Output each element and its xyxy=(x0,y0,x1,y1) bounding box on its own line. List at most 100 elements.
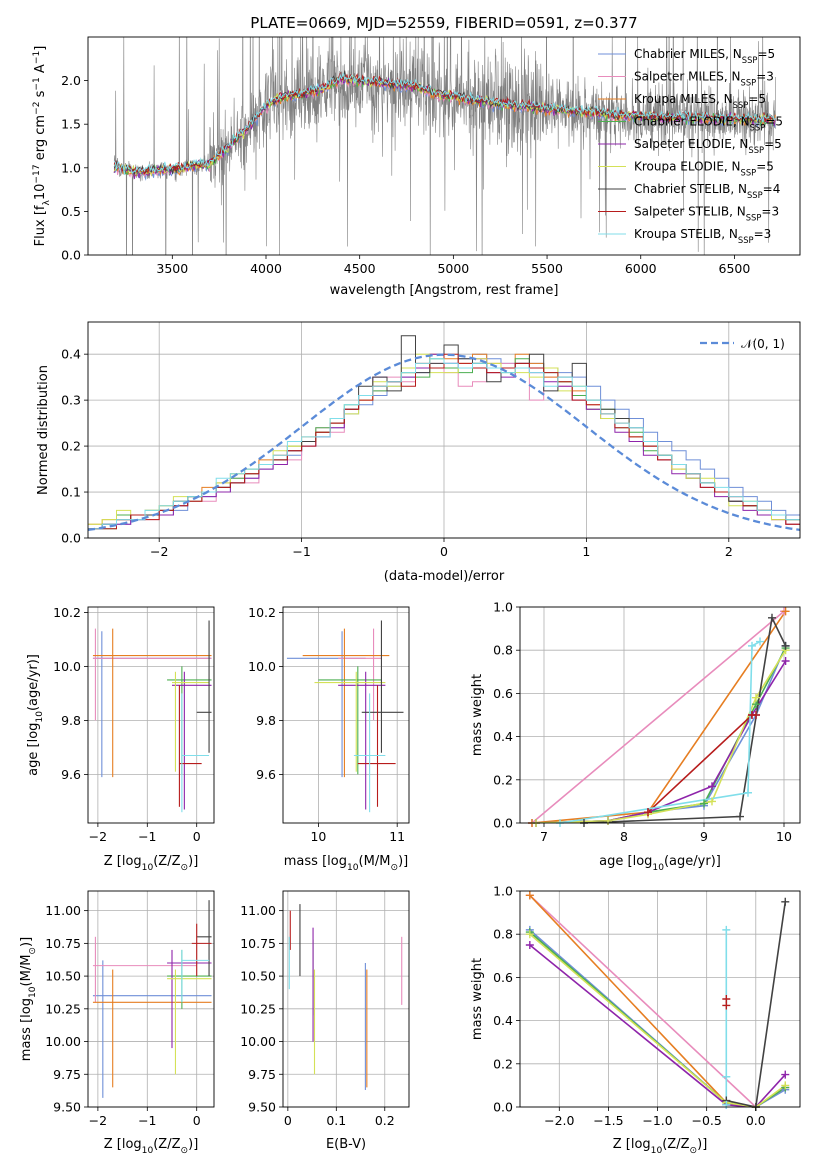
y-tick-label: 11.00 xyxy=(240,903,276,918)
y-axis-label-part: −17 xyxy=(32,164,42,183)
y-axis-label: Normed distribution xyxy=(36,365,51,495)
legend-entry-part: =5 xyxy=(756,160,774,174)
y-axis-label-part: λ xyxy=(42,200,52,206)
y-tick-label: 1.0 xyxy=(493,884,513,899)
axes-spectrum: 3500 4000 4500 5000 5500 6000 6500 0.0 0.5 1.0 1.5… xyxy=(32,14,801,298)
axes-mass-vs-Z: −2 −1 0 9.50 9.75 10.00 10.25 10.50 10.75 11.00 Z … xyxy=(19,890,215,1156)
legend-entry: Salpeter MILES, NSSP=3 xyxy=(634,70,774,88)
x-tick-label: −2 xyxy=(150,544,168,559)
plot-area xyxy=(529,894,787,1107)
y-tick-label: 10.25 xyxy=(45,1001,81,1016)
data-point xyxy=(722,1001,731,1010)
x-axis-label-part: mass [log xyxy=(284,854,347,869)
y-axis-label-wrap: Normed distribution xyxy=(36,365,51,495)
plot-area xyxy=(113,37,776,255)
data-point xyxy=(525,891,534,900)
x-tick-label: −2.0 xyxy=(544,1113,574,1128)
x-tick-label: 0 xyxy=(284,1113,292,1128)
y-tick-label: 10.0 xyxy=(248,659,276,674)
y-axis-label-wrap: Flux [fλ10−17 erg cm−2 s−1 A−1] xyxy=(32,46,52,247)
y-axis-label-part: age [log xyxy=(26,723,41,776)
data-point xyxy=(722,1100,731,1109)
legend-entry: Kroupa STELIB, NSSP=3 xyxy=(634,227,771,245)
legend-entry-part: =4 xyxy=(763,182,781,196)
axes-frame xyxy=(87,890,215,1108)
y-axis-label-part: −2 xyxy=(32,102,42,115)
y-axis-label: Flux [fλ10−17 erg cm−2 s−1 A−1] xyxy=(32,46,52,247)
legend-entry-part: SSP xyxy=(741,168,757,178)
y-tick-label: 0.1 xyxy=(61,485,81,500)
x-tick-label: 3500 xyxy=(156,261,188,276)
legend-entry-part: =3 xyxy=(756,70,774,84)
series-line-7 xyxy=(647,714,756,813)
y-tick-label: 11.00 xyxy=(45,903,81,918)
x-tick-label: 6500 xyxy=(719,261,751,276)
x-axis-label: mass [log10(M/M⊙)] xyxy=(284,854,408,873)
x-axis-label-part: ⊙ xyxy=(181,1146,189,1156)
axes-frame xyxy=(519,890,801,1108)
axes-mass-vs-EBV: 0 0.1 0.2 9.50 9.75 10.00 10.25 10.50 10.75 11.00… xyxy=(240,890,410,1152)
y-tick-label: 0.2 xyxy=(493,1056,513,1071)
x-tick-label: 0 xyxy=(193,1113,201,1128)
y-axis-label-wrap: mass weight xyxy=(470,674,485,756)
y-axis-label-part: 10 xyxy=(35,711,45,723)
data-point xyxy=(708,782,716,791)
series-line-6 xyxy=(583,615,787,823)
gaussian-curve xyxy=(88,353,800,532)
y-axis-label-part: (M/M xyxy=(19,955,34,987)
x-tick-label: −0.5 xyxy=(691,1113,721,1128)
legend-entry: Chabrier STELIB, NSSP=4 xyxy=(634,182,780,200)
legend-entry: 𝒩(0, 1) xyxy=(741,337,785,351)
legend-entry-part: SSP xyxy=(733,100,749,110)
x-axis-label: Z [log10(Z/Z⊙)] xyxy=(104,1137,199,1156)
x-axis-label-part: ⊙ xyxy=(181,863,189,873)
y-tick-label: 0.6 xyxy=(493,686,513,701)
y-tick-label: 0.6 xyxy=(493,970,513,985)
y-axis-label: mass weight xyxy=(470,674,485,756)
y-tick-label: 1.0 xyxy=(493,600,513,615)
data-point xyxy=(781,1081,790,1090)
y-tick-label: 0.2 xyxy=(493,772,513,787)
y-tick-label: 9.75 xyxy=(53,1067,81,1082)
y-tick-label: 2.0 xyxy=(61,73,81,88)
legend-entry-part: Kroupa MILES, N xyxy=(634,92,733,106)
series-line-8 xyxy=(559,640,761,823)
x-axis-label: Z [log10(Z/Z⊙)] xyxy=(613,1137,708,1156)
legend-entry-part: SSP xyxy=(746,213,762,223)
y-axis-label-part: erg cm xyxy=(33,115,48,164)
plot-area xyxy=(286,620,404,813)
x-axis-label-part: (Z/Z xyxy=(153,854,180,869)
series-line-6 xyxy=(726,901,787,1107)
y-tick-label: 0.4 xyxy=(61,347,81,362)
legend-entry-part: Kroupa ELODIE, N xyxy=(634,160,741,174)
x-tick-label: 10 xyxy=(310,829,326,844)
y-axis-label-part: A xyxy=(33,64,48,77)
x-tick-label: 1 xyxy=(582,544,590,559)
y-axis-label-part: )] xyxy=(19,937,34,947)
x-axis-label-part: 10 xyxy=(142,1146,154,1156)
y-tick-label: 10.0 xyxy=(53,659,81,674)
y-tick-label: 0.4 xyxy=(493,729,513,744)
data-point xyxy=(752,711,760,719)
y-axis-label: age [log10(age/yr)] xyxy=(26,654,45,776)
series-line-1 xyxy=(531,610,785,823)
y-axis-label-part: s xyxy=(33,90,48,101)
data-point xyxy=(781,1070,790,1079)
legend-entry-part: Salpeter STELIB, N xyxy=(634,205,746,219)
legend-entry-part: SSP xyxy=(748,145,764,155)
y-tick-label: 0.2 xyxy=(61,439,81,454)
y-tick-label: 10.2 xyxy=(53,605,81,620)
axes-frame xyxy=(282,606,410,824)
y-axis-label-part: (age/yr)] xyxy=(26,654,41,711)
data-point xyxy=(756,637,764,646)
legend-entry-part: SSP xyxy=(741,78,757,88)
y-tick-label: 9.75 xyxy=(248,1067,276,1082)
x-axis-label: Z [log10(Z/Z⊙)] xyxy=(104,854,199,873)
legend-entry-part: Chabrier ELODIE, N xyxy=(634,115,750,129)
data-point xyxy=(722,1072,731,1081)
x-tick-label: 7 xyxy=(540,829,548,844)
x-axis-label-part: )] xyxy=(398,854,408,869)
series-line-4 xyxy=(529,944,786,1107)
x-axis-label-part: (Z/Z xyxy=(153,1137,180,1152)
